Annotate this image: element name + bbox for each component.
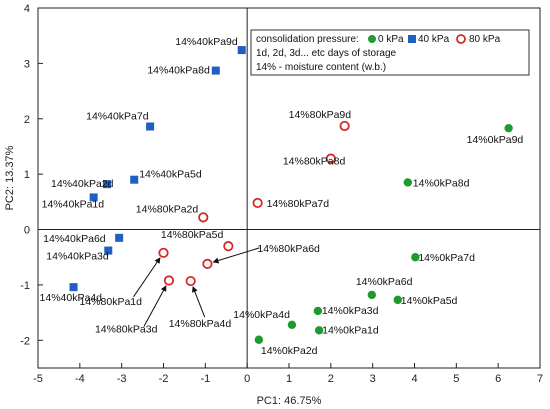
leader-arrow <box>192 286 206 318</box>
point-40kpa <box>104 246 113 255</box>
y-tick-label: 3 <box>24 58 30 70</box>
legend-marker-80kpa <box>456 34 466 44</box>
point-label: 14%40kPa6d <box>43 233 106 245</box>
point-0kpa <box>393 295 402 305</box>
x-tick-label: 3 <box>370 373 376 385</box>
point-40kpa <box>69 283 78 292</box>
point-label: 14%80kPa5d <box>161 229 224 241</box>
point-80kpa <box>325 153 336 164</box>
point-40kpa <box>237 46 246 55</box>
legend-label-40kpa: 40 kPa <box>418 34 450 45</box>
x-tick-label: 6 <box>495 373 501 385</box>
y-tick-label: -1 <box>20 280 30 292</box>
point-label: 14%0kPa8d <box>413 177 470 189</box>
point-40kpa <box>130 175 139 184</box>
point-label: 14%80kPa3d <box>95 323 158 335</box>
point-label: 14%80kPa4d <box>169 318 232 330</box>
point-label: 14%0kPa5d <box>401 295 458 307</box>
point-label: 14%40kPa9d <box>175 36 238 48</box>
x-tick-label: -1 <box>200 373 210 385</box>
point-40kpa <box>103 180 112 189</box>
point-0kpa <box>314 326 324 335</box>
x-tick-label: 5 <box>453 373 459 385</box>
point-80kpa <box>339 120 350 132</box>
x-tick-label: -2 <box>159 373 169 385</box>
point-label: 14%0kPa4d <box>233 309 290 321</box>
point-label: 14%80kPa6d <box>257 243 320 255</box>
legend-label-0kpa: 0 kPa <box>378 34 404 45</box>
point-label: 14%40kPa1d <box>42 198 105 210</box>
point-0kpa <box>411 253 420 262</box>
point-0kpa <box>367 290 377 300</box>
point-label: 14%40kPa8d <box>147 65 210 77</box>
leader-arrow <box>133 257 161 298</box>
x-tick-label: 1 <box>286 373 292 385</box>
point-label: 14%80kPa7d <box>267 198 330 210</box>
point-label: 14%40kPa7d <box>86 111 149 123</box>
y-tick-label: 0 <box>24 225 30 237</box>
point-0kpa <box>313 306 323 316</box>
x-tick-label: -5 <box>33 373 43 385</box>
point-40kpa <box>211 66 220 75</box>
point-label: 14%80kPa9d <box>289 109 352 121</box>
point-80kpa <box>198 212 209 223</box>
point-label: 14%0kPa1d <box>322 324 379 336</box>
legend-line-moisture: 14% - moisture content (w.b.) <box>256 62 386 73</box>
point-label: 14%80kPa8d <box>283 156 346 168</box>
x-tick-label: 7 <box>537 373 543 385</box>
x-tick-label: 4 <box>411 373 417 385</box>
point-80kpa <box>163 275 175 286</box>
point-label: 14%0kPa7d <box>418 252 475 264</box>
legend-marker-40kpa <box>408 35 416 43</box>
y-tick-label: 4 <box>24 3 30 15</box>
point-0kpa <box>504 123 513 133</box>
point-40kpa <box>115 233 124 242</box>
point-0kpa <box>403 178 413 187</box>
point-label: 14%80kPa1d <box>80 296 143 308</box>
point-label: 14%40kPa5d <box>139 169 202 181</box>
point-label: 14%0kPa6d <box>356 276 413 288</box>
point-80kpa <box>202 258 213 269</box>
x-tick-label: -4 <box>75 373 85 385</box>
point-label: 14%0kPa2d <box>261 345 318 357</box>
legend: consolidation pressure: 0 kPa 40 kPa 80 … <box>250 29 530 76</box>
point-80kpa <box>223 241 234 252</box>
leader-arrow <box>212 247 260 264</box>
x-axis-label: PC1: 46.75% <box>257 395 322 407</box>
legend-line-storage-days: 1d, 2d, 3d... etc days of storage <box>256 48 397 59</box>
point-80kpa <box>185 275 196 287</box>
point-label: 14%40kPa3d <box>46 251 109 263</box>
legend-pressure-title: consolidation pressure: <box>256 34 359 45</box>
point-80kpa <box>158 247 169 258</box>
legend-box <box>250 29 530 76</box>
y-tick-label: -2 <box>20 335 30 347</box>
point-label: 14%0kPa3d <box>322 305 379 317</box>
y-tick-label: 2 <box>24 114 30 126</box>
x-tick-label: 0 <box>244 373 250 385</box>
point-0kpa <box>254 335 264 344</box>
legend-marker-0kpa <box>368 35 376 43</box>
point-label: 14%80kPa2d <box>136 203 199 215</box>
x-tick-label: -3 <box>117 373 127 385</box>
point-80kpa <box>252 197 263 209</box>
point-40kpa <box>89 193 98 202</box>
x-tick-label: 2 <box>328 373 334 385</box>
y-tick-label: 1 <box>24 169 30 181</box>
point-label: 14%40kPa4d <box>40 292 103 304</box>
legend-label-80kpa: 80 kPa <box>469 34 501 45</box>
point-label: 14%0kPa9d <box>467 134 524 146</box>
y-axis-label: PC2: 13.37% <box>4 145 16 210</box>
point-label: 14%40kPa2d <box>51 178 114 190</box>
point-40kpa <box>146 122 155 131</box>
leader-arrow <box>143 285 167 327</box>
point-0kpa <box>287 320 297 329</box>
